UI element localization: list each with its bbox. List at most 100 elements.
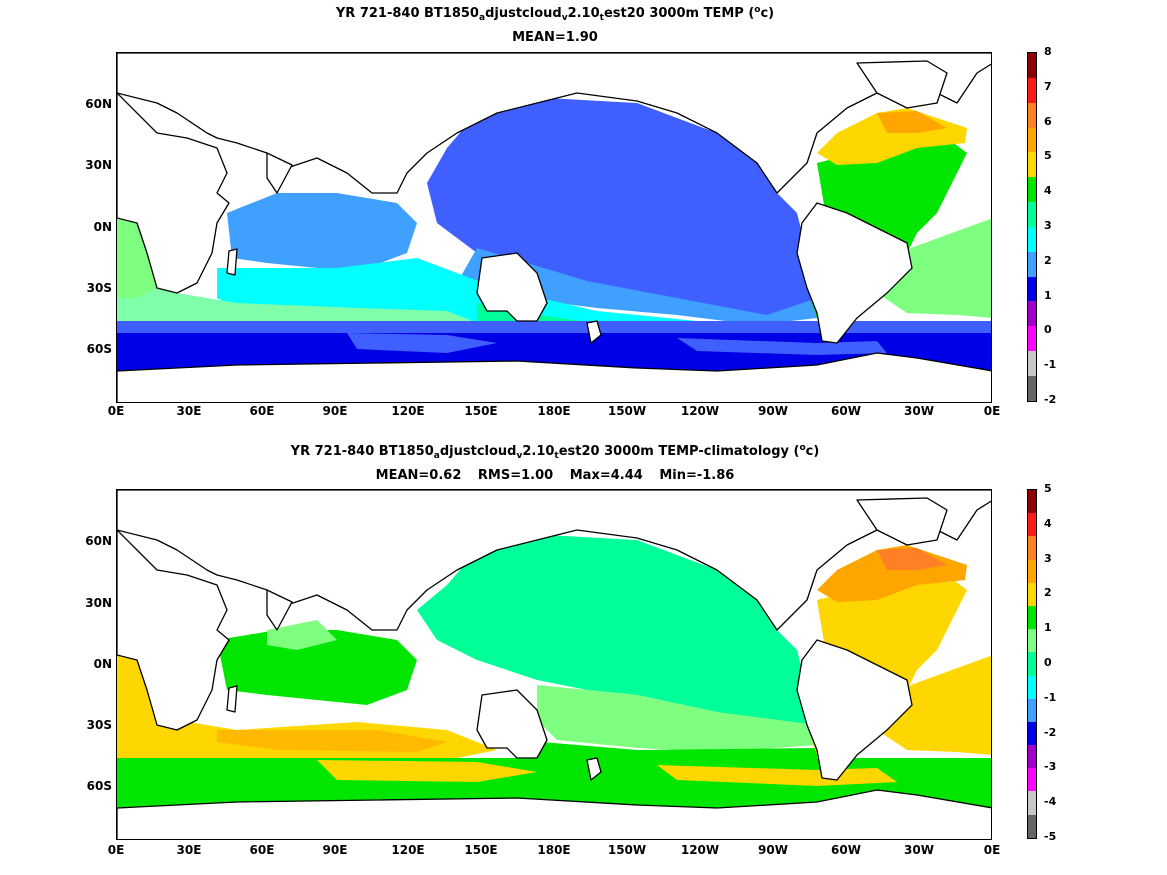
colorbar-tick-label: 8 [1044, 45, 1052, 58]
panel2-mean: MEAN=0.62 [375, 468, 462, 483]
p1-xtick: 180E [537, 404, 571, 418]
p1-xtick: 0E [107, 404, 125, 418]
colorbar-swatch [1028, 698, 1036, 722]
colorbar-tick-label: 2 [1044, 586, 1052, 600]
p2-xtick: 30E [176, 843, 202, 857]
colorbar-swatch [1028, 559, 1036, 583]
colorbar-swatch [1028, 814, 1036, 838]
p2-xtick: 180E [537, 843, 571, 857]
colorbar-swatch [1028, 768, 1036, 792]
colorbar-swatch [1028, 251, 1036, 277]
panel1-title: YR 721-840 BT1850adjustcloudv2.10test20 … [335, 5, 775, 23]
p1-xtick: 90E [322, 404, 348, 418]
p2-xtick: 90E [322, 843, 348, 857]
colorbar-tick-label: -1 [1044, 358, 1057, 372]
p1-xtick: 120E [391, 404, 425, 418]
colorbar-tick-label: -2 [1044, 725, 1057, 739]
p2-xtick: 120E [391, 843, 425, 857]
p2-ytick-0n: 0N [93, 657, 112, 671]
colorbar-tick-label: 4 [1044, 516, 1052, 530]
p2-xtick: 150W [607, 843, 647, 857]
colorbar-swatch [1028, 53, 1036, 78]
p2-xtick: 150E [464, 843, 498, 857]
p2-xtick: 120W [680, 843, 720, 857]
colorbar-tick-label: 7 [1044, 79, 1052, 93]
panel2-max: Max=4.44 [569, 468, 643, 483]
colorbar-tick-label: 4 [1044, 184, 1052, 198]
colorbar-swatch [1028, 152, 1036, 178]
colorbar-swatch [1028, 77, 1036, 103]
colorbar-swatch [1028, 375, 1036, 401]
colorbar-tick-label: 6 [1044, 114, 1052, 128]
colorbar-swatch [1028, 536, 1036, 560]
colorbar-swatch [1028, 721, 1036, 746]
p2-xtick: 60W [831, 843, 861, 857]
colorbar-swatch [1028, 745, 1036, 769]
colorbar-swatch [1028, 490, 1036, 514]
p2-xtick: 0E [983, 843, 1001, 857]
p1-xtick: 30W [904, 404, 934, 418]
panel2-stats: MEAN=0.62 RMS=1.00 Max=4.44 Min=-1.86 [0, 468, 1110, 483]
colorbar-swatch [1028, 177, 1036, 203]
p1-xtick: 60W [831, 404, 861, 418]
p1-ytick-30n: 30N [85, 158, 112, 172]
p2-xtick: 0E [107, 843, 125, 857]
p2-xtick: 30W [904, 843, 934, 857]
p1-xtick: 150E [464, 404, 498, 418]
colorbar-swatch [1028, 513, 1036, 537]
colorbar-swatch [1028, 127, 1036, 153]
colorbar-tick-label: 2 [1044, 253, 1052, 267]
colorbar-swatch [1028, 351, 1036, 376]
colorbar-tick-label: 1 [1044, 288, 1052, 302]
p1-ytick-30s: 30S [86, 281, 112, 295]
colorbar-swatch [1028, 605, 1036, 630]
p2-xtick: 60E [249, 843, 275, 857]
colorbar-swatch [1028, 202, 1036, 227]
colorbar-swatch [1028, 301, 1036, 327]
p1-ytick-0n: 0N [93, 220, 112, 234]
p1-ytick-60n: 60N [85, 97, 112, 111]
colorbar-tick-label: 0 [1044, 656, 1052, 669]
p1-ytick-60s: 60S [86, 342, 112, 356]
colorbar-swatch [1028, 226, 1036, 252]
panel1-stats: MEAN=1.90 [0, 30, 1110, 45]
p1-xtick: 90W [758, 404, 788, 418]
colorbar-swatch [1028, 102, 1036, 128]
p1-xtick: 150W [607, 404, 647, 418]
colorbar-tick-label: 1 [1044, 621, 1052, 635]
p1-xtick: 120W [680, 404, 720, 418]
colorbar-swatch [1028, 326, 1036, 352]
colorbar-swatch [1028, 276, 1036, 302]
colorbar-swatch [1028, 582, 1036, 606]
p2-ytick-60s: 60S [86, 779, 112, 793]
panel1-colorbar [1027, 52, 1037, 402]
panel1-mean: MEAN=1.90 [512, 30, 598, 45]
panel2-min: Min=-1.86 [659, 468, 735, 483]
p1-xtick: 60E [249, 404, 275, 418]
colorbar-tick-label: -3 [1044, 760, 1057, 774]
p2-ytick-60n: 60N [85, 534, 112, 548]
colorbar-tick-label: 0 [1044, 323, 1052, 337]
panel1-map [116, 52, 992, 403]
colorbar-swatch [1028, 629, 1036, 653]
colorbar-tick-label: 5 [1044, 149, 1052, 163]
panel2-colorbar [1027, 489, 1037, 839]
colorbar-tick-label: 3 [1044, 551, 1052, 565]
colorbar-swatch [1028, 652, 1036, 676]
colorbar-tick-label: 3 [1044, 219, 1052, 232]
colorbar-tick-label: -4 [1044, 795, 1057, 809]
p2-ytick-30s: 30S [86, 718, 112, 732]
panel2-title: YR 721-840 BT1850adjustcloudv2.10test20 … [290, 443, 820, 461]
panel2-rms: RMS=1.00 [477, 468, 554, 483]
colorbar-swatch [1028, 675, 1036, 699]
colorbar-swatch [1028, 791, 1036, 815]
p1-xtick: 30E [176, 404, 202, 418]
colorbar-tick-label: 5 [1044, 482, 1052, 495]
colorbar-tick-label: -1 [1044, 690, 1057, 704]
colorbar-tick-label: -5 [1044, 830, 1057, 843]
panel2-map [116, 489, 992, 840]
colorbar-tick-label: -2 [1044, 393, 1057, 406]
p2-ytick-30n: 30N [85, 596, 112, 610]
p1-xtick: 0E [983, 404, 1001, 418]
p2-xtick: 90W [758, 843, 788, 857]
